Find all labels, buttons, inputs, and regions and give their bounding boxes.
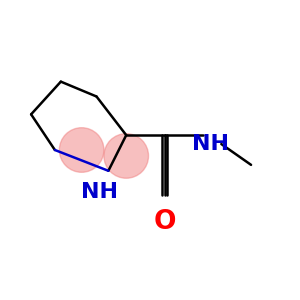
- Circle shape: [104, 134, 148, 178]
- Text: O: O: [154, 209, 176, 236]
- Text: NH: NH: [81, 182, 118, 202]
- Circle shape: [59, 128, 104, 172]
- Text: NH: NH: [192, 134, 230, 154]
